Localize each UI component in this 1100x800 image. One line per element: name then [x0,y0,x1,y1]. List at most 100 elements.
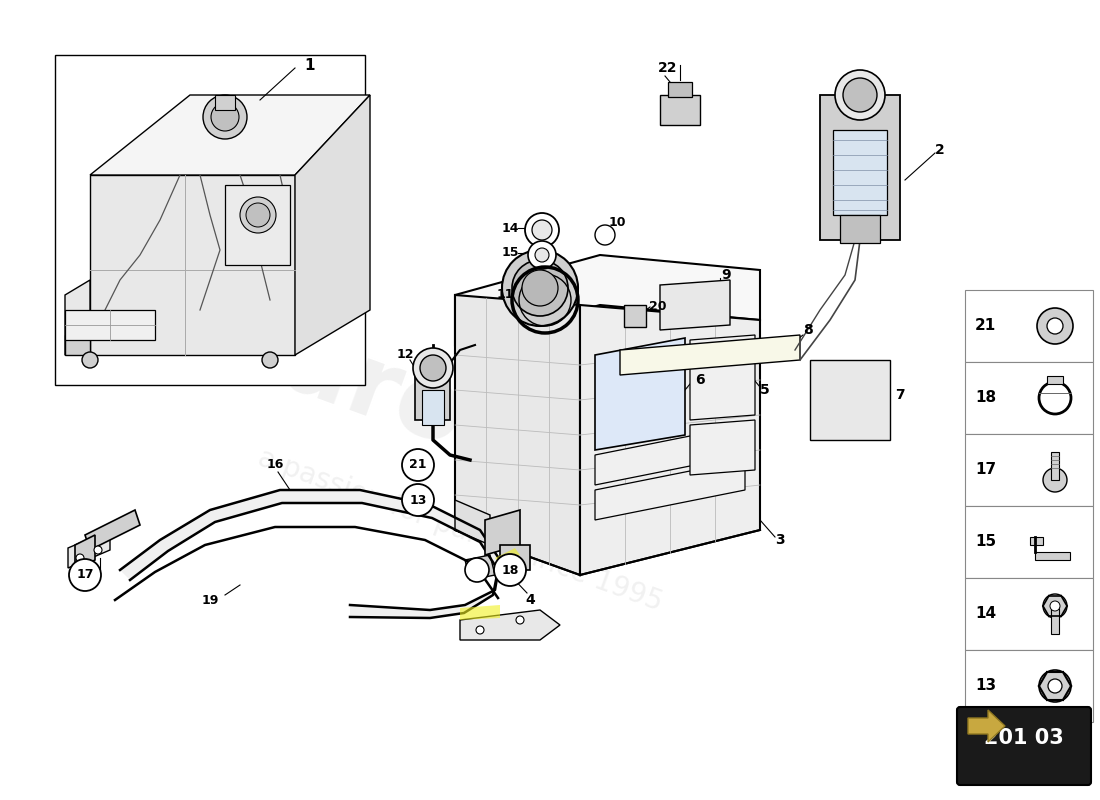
Polygon shape [668,82,692,97]
Circle shape [535,248,549,262]
Bar [214,95,235,110]
Circle shape [211,103,239,131]
Polygon shape [465,555,495,580]
Text: 3: 3 [776,533,784,547]
Text: 14: 14 [975,606,997,622]
Polygon shape [75,535,95,570]
Text: 12: 12 [396,349,414,362]
Polygon shape [295,95,370,355]
Circle shape [843,78,877,112]
Polygon shape [495,548,520,565]
Polygon shape [415,370,450,420]
Text: 7: 7 [895,388,905,402]
Polygon shape [68,530,110,568]
Polygon shape [120,490,500,618]
Circle shape [76,554,84,562]
Text: 20: 20 [649,301,667,314]
Bar [965,506,1093,578]
Polygon shape [690,335,755,420]
Circle shape [420,355,446,381]
Text: euroParts: euroParts [205,290,756,570]
Text: 10: 10 [608,215,626,229]
Bar [833,130,887,215]
Circle shape [402,449,434,481]
Text: 17: 17 [975,462,997,478]
Circle shape [465,558,490,582]
Circle shape [494,554,526,586]
Circle shape [204,95,248,139]
Polygon shape [595,460,745,520]
Bar [422,390,444,425]
Circle shape [1043,594,1067,618]
Text: 18: 18 [975,390,997,406]
Polygon shape [455,295,580,575]
Text: 21: 21 [975,318,997,334]
Circle shape [1043,468,1067,492]
Circle shape [402,484,434,516]
Bar [55,55,365,385]
Polygon shape [1030,537,1043,545]
Polygon shape [1050,452,1059,480]
Circle shape [502,250,578,326]
Text: 11: 11 [496,289,514,302]
Circle shape [532,220,552,240]
Text: 13: 13 [975,678,997,694]
Circle shape [94,546,102,554]
Circle shape [835,70,886,120]
Bar [965,434,1093,506]
Text: 16: 16 [266,458,284,471]
Text: 19: 19 [201,594,219,606]
Polygon shape [810,360,890,440]
Polygon shape [90,175,295,355]
Polygon shape [65,310,155,340]
Circle shape [1037,308,1072,344]
Bar [965,578,1093,650]
Circle shape [512,260,568,316]
Text: 22: 22 [658,61,678,75]
Circle shape [595,225,615,245]
Polygon shape [485,510,520,555]
Polygon shape [65,335,90,355]
Polygon shape [820,95,900,240]
Text: 15: 15 [502,246,519,259]
Text: 8: 8 [803,323,813,337]
Circle shape [240,197,276,233]
Text: 5: 5 [760,383,770,397]
Text: a passion for parts, since 1995: a passion for parts, since 1995 [254,443,667,617]
Text: 18: 18 [502,563,519,577]
Circle shape [246,203,270,227]
Bar [965,650,1093,722]
Polygon shape [500,545,530,570]
Polygon shape [660,95,700,125]
Text: 15: 15 [975,534,997,550]
Text: 21: 21 [409,458,427,471]
Text: 4: 4 [525,593,535,607]
Polygon shape [620,335,800,375]
Polygon shape [1035,552,1070,560]
Text: 13: 13 [409,494,427,506]
Text: 17: 17 [76,569,94,582]
Polygon shape [660,280,730,330]
Polygon shape [690,420,755,475]
Bar [226,185,290,265]
Circle shape [476,626,484,634]
Circle shape [525,213,559,247]
Circle shape [522,270,558,306]
Polygon shape [968,710,1005,742]
Text: 201 03: 201 03 [984,728,1064,748]
Bar [840,215,880,243]
Polygon shape [455,255,760,345]
Polygon shape [1050,606,1059,634]
Text: 1: 1 [305,58,316,73]
Circle shape [1048,679,1062,693]
Bar [624,305,646,327]
Circle shape [262,352,278,368]
Polygon shape [90,95,370,175]
Polygon shape [595,425,745,485]
Polygon shape [460,605,500,620]
Bar [965,290,1093,362]
Circle shape [412,348,453,388]
Circle shape [516,616,524,624]
Polygon shape [580,305,760,575]
Text: 2: 2 [935,143,945,157]
